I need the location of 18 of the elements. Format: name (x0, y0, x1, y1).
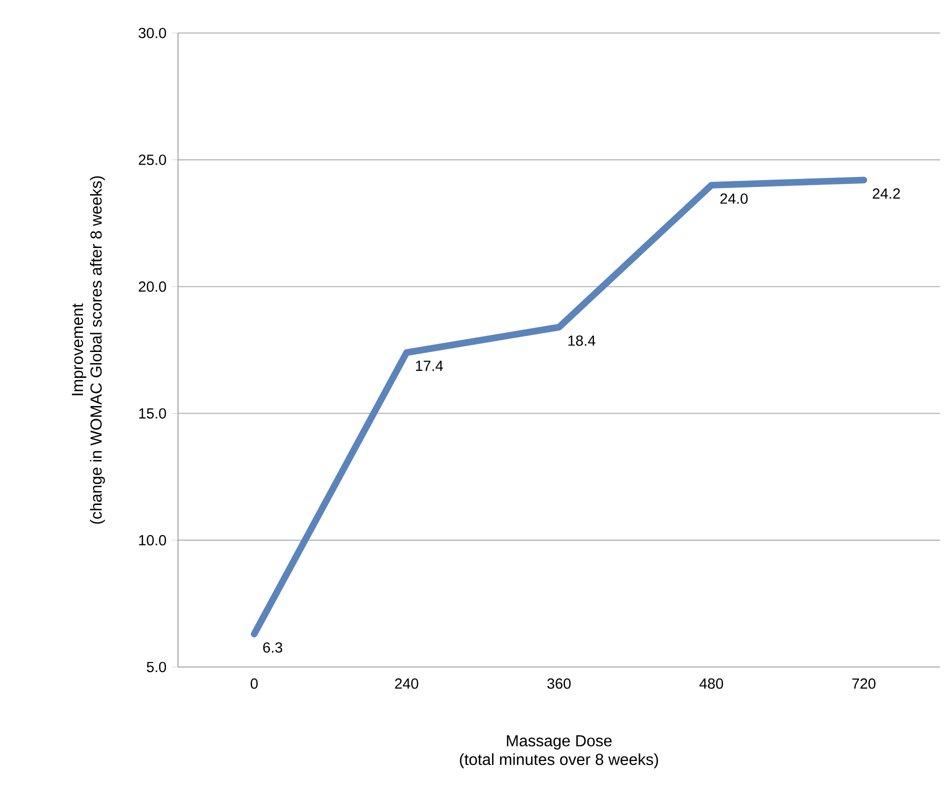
data-label: 24.2 (872, 188, 900, 199)
y-tick-label: 20.0 (138, 281, 166, 292)
x-tick-label: 480 (700, 678, 724, 689)
data-label: 6.3 (263, 642, 282, 653)
y-tick-label: 25.0 (138, 154, 166, 165)
data-label: 24.0 (720, 193, 748, 204)
x-tick-label: 720 (852, 678, 876, 689)
data-label: 18.4 (568, 335, 596, 346)
x-tick-label: 240 (395, 678, 418, 689)
y-tick-label: 5.0 (146, 662, 166, 672)
x-tick-label: 360 (547, 678, 571, 689)
y-tick-label: 15.0 (139, 408, 166, 419)
x-tick-label: 0 (250, 678, 258, 689)
x-axis-title: Massage Dose (total minutes over 8 weeks) (460, 735, 658, 768)
y-tick-label: 10.0 (139, 535, 166, 546)
y-tick-label: 30.0 (138, 28, 166, 38)
data-label: 17.4 (416, 360, 443, 371)
y-axis-title: Improvement (change in WOMAC Global scores after 8 weeks) (72, 176, 105, 524)
